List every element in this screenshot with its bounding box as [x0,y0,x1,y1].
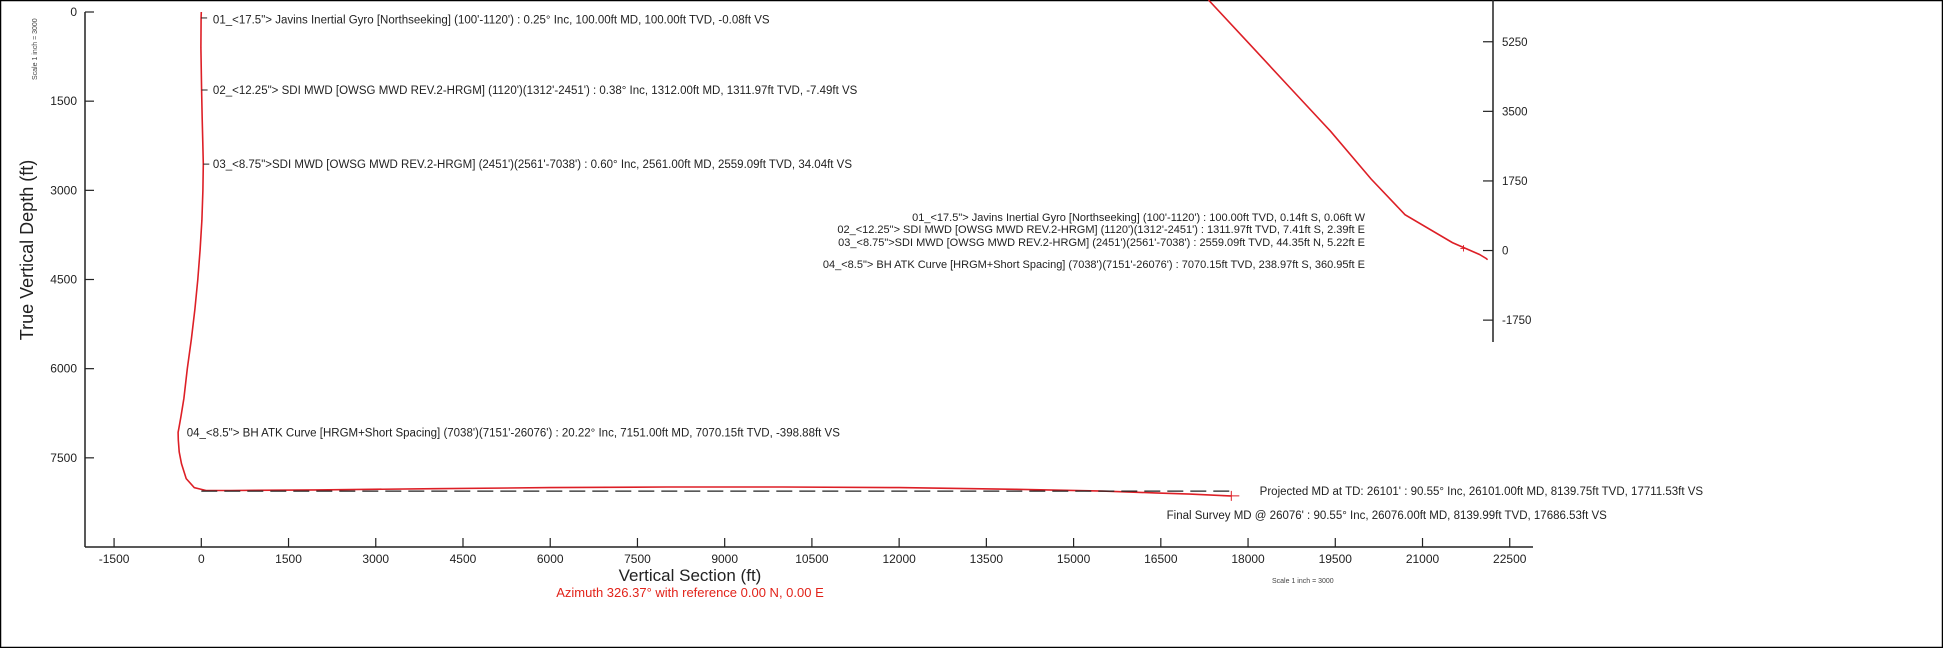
x-tick-label: -1500 [99,552,130,566]
x-tick-label: 19500 [1319,552,1353,566]
inset-tick-label: 1750 [1502,176,1528,188]
x-tick-label: 18000 [1231,552,1265,566]
inset-survey-label: 01_<17.5"> Javins Inertial Gyro [Northse… [912,212,1365,224]
inset-tick-label: 0 [1502,246,1508,258]
y-tick-label: 4500 [50,273,77,287]
x-tick-label: 22500 [1493,552,1527,566]
inset-origin-marker: + [1460,241,1468,256]
survey-annotation: 01_<17.5"> Javins Inertial Gyro [Northse… [213,15,770,27]
survey-annotation: 02_<12.25"> SDI MWD [OWSG MWD REV.2-HRGM… [213,85,858,97]
main-annotations: 01_<17.5"> Javins Inertial Gyro [Northse… [187,15,1704,522]
inset-tick-label: -1750 [1502,315,1531,327]
survey-annotation: Final Survey MD @ 26076' : 90.55° Inc, 2… [1167,510,1608,522]
azimuth-note: Azimuth 326.37° with reference 0.00 N, 0… [556,585,824,600]
y-tick-label: 3000 [50,183,77,197]
main-axes: 0 1500 3000 4500 6000 7500 -1500 0 1500 3000 4500 6… [50,5,1533,566]
inset-survey-label: 02_<12.25"> SDI MWD [OWSG MWD REV.2-HRGM… [837,224,1365,236]
y-tick-label: 7500 [50,451,77,465]
x-axis-label: Vertical Section (ft) [619,566,762,585]
survey-annotation: 04_<8.5"> BH ATK Curve [HRGM+Short Spaci… [187,427,840,439]
inset-tick-label: 3500 [1502,106,1528,118]
scale-left-label: Scale 1 inch = 3000 [32,18,39,80]
x-tick-label: 13500 [970,552,1004,566]
x-tick-label: 15000 [1057,552,1091,566]
inset-survey-label: 04_<8.5"> BH ATK Curve [HRGM+Short Spaci… [823,259,1365,271]
inset-tick-label: 5250 [1502,37,1528,49]
y-axis-label: True Vertical Depth (ft) [17,160,37,340]
y-tick-label: 0 [70,5,77,19]
x-tick-label: 3000 [362,552,389,566]
y-tick-label: 1500 [50,94,77,108]
x-tick-label: 21000 [1406,552,1440,566]
x-tick-label: 10500 [795,552,829,566]
x-tick-label: 4500 [450,552,477,566]
survey-annotation: 03_<8.75">SDI MWD [OWSG MWD REV.2-HRGM] … [213,159,852,171]
scale-bottom-label: Scale 1 inch = 3000 [1272,578,1334,585]
inset-survey-label: 03_<8.75">SDI MWD [OWSG MWD REV.2-HRGM] … [838,237,1365,249]
y-tick-label: 6000 [50,362,77,376]
x-tick-label: 12000 [882,552,916,566]
x-tick-label: 9000 [711,552,738,566]
survey-annotation: Projected MD at TD: 26101' : 90.55° Inc,… [1260,486,1704,498]
inset-plan-view: 5250 3500 1750 0 -1750 +01_<17.5"> Javins Ine… [823,0,1531,342]
main-series [177,11,1240,501]
inset-well-path [1207,0,1489,261]
x-tick-label: 6000 [537,552,564,566]
x-tick-label: 7500 [624,552,651,566]
x-tick-label: 16500 [1144,552,1178,566]
x-tick-label: 1500 [275,552,302,566]
x-tick-label: 0 [198,552,205,566]
